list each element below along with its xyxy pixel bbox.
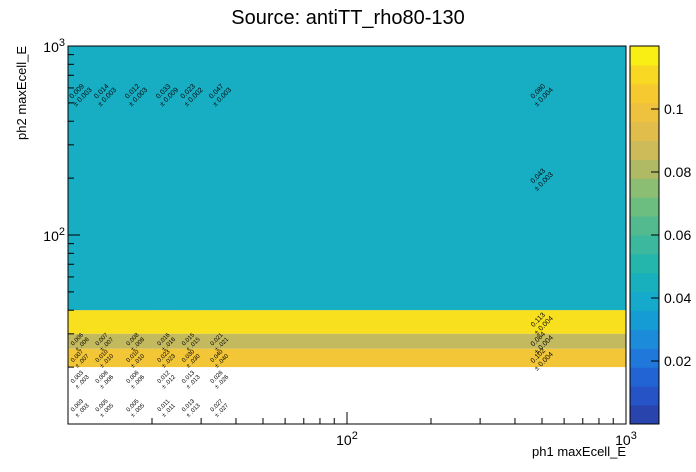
palette-segment [630, 386, 659, 406]
palette-segment [630, 310, 659, 330]
cell-value-label: 0.012± .012 [156, 369, 178, 391]
cell-value-label: 0.005± .005 [94, 397, 116, 419]
cell-value-label: 0.003± .003 [70, 369, 91, 391]
palette-segment [630, 291, 659, 312]
palette-segment [630, 272, 659, 293]
svg-text:0.006± .006: 0.006± .006 [125, 369, 146, 390]
palette-segment [630, 178, 659, 198]
svg-text:0.026± .026: 0.026± .026 [209, 369, 230, 390]
x-axis-label: ph1 maxEcell_E [532, 444, 626, 459]
cell-value-label: 0.013± .013 [181, 369, 202, 391]
cell-value-label: 0.006± .006 [125, 369, 147, 391]
svg-text:0.003± .003: 0.003± .003 [70, 397, 91, 418]
palette-tick-label: 0.06 [664, 227, 691, 243]
heatmap-cell [68, 333, 626, 349]
cell-value-label: 0.013± .013 [181, 397, 202, 419]
palette-tick-label: 0.08 [664, 164, 691, 180]
cell-value-label: 0.006± .006 [94, 369, 116, 391]
cell-value-label: 0.026± .026 [209, 369, 231, 391]
svg-text:0.003± .003: 0.003± .003 [70, 369, 91, 390]
tick-label: 103 [43, 37, 65, 55]
palette-segment [630, 253, 659, 274]
palette-segment [630, 348, 659, 368]
tick-label: 102 [336, 430, 358, 448]
heatmap-cells [68, 46, 626, 368]
heatmap-cell [68, 310, 626, 334]
heatmap-cell [68, 348, 626, 368]
y-axis-label: ph2 maxEcell_E [14, 46, 29, 140]
palette-segment [630, 329, 659, 349]
palette-tick-label: 0.1 [664, 101, 684, 117]
svg-text:0.005± .005: 0.005± .005 [125, 397, 146, 418]
palette-segment [630, 367, 659, 387]
palette-segment [630, 64, 659, 85]
svg-text:0.013± .013: 0.013± .013 [181, 397, 202, 418]
palette-segment [630, 83, 659, 104]
palette-segment [630, 140, 659, 160]
svg-text:0.005± .005: 0.005± .005 [94, 397, 115, 418]
cell-value-label: 0.027± .027 [209, 397, 231, 419]
palette-segment [630, 216, 659, 236]
tick-label: 102 [43, 226, 65, 244]
heatmap-cell [68, 46, 626, 311]
axes: 102 103 102 103 [43, 37, 637, 448]
palette-segment [630, 197, 659, 217]
palette-segment [630, 121, 659, 141]
svg-text:0.006± .006: 0.006± .006 [94, 369, 115, 390]
palette-segment [630, 159, 659, 179]
palette-tick-label: 0.02 [664, 353, 691, 369]
chart-title: Source: antiTT_rho80-130 [231, 7, 464, 29]
cell-value-label: 0.003± .003 [70, 397, 91, 419]
palette-segment [630, 102, 659, 123]
palette-segment [630, 405, 659, 425]
svg-text:0.027± .027: 0.027± .027 [209, 397, 230, 418]
palette-segment [630, 235, 659, 255]
cell-value-label: 0.011± .011 [156, 398, 178, 419]
svg-text:0.012± .012: 0.012± .012 [156, 369, 177, 390]
cell-value-label: 0.005± .005 [125, 397, 147, 419]
tick-label: 103 [615, 430, 637, 448]
palette-tick-label: 0.04 [664, 290, 691, 306]
svg-text:0.011± .011: 0.011± .011 [156, 398, 177, 419]
color-palette: 0.02 0.04 0.06 0.08 0.1 [629, 45, 691, 425]
palette-segment [630, 46, 659, 66]
svg-text:0.013± .013: 0.013± .013 [181, 369, 202, 390]
